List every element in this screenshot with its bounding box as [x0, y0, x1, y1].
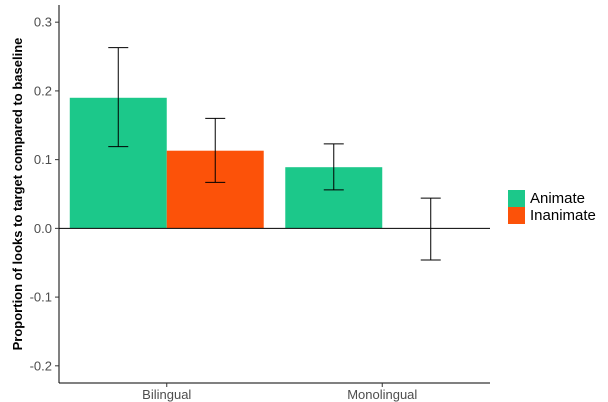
x-tick-label: Bilingual [142, 387, 191, 402]
legend-label-inanimate: Inanimate [530, 207, 596, 224]
x-ticks: Bilingual Monolingual [142, 383, 417, 402]
errorbars-layer [108, 47, 441, 261]
y-tick-label: 0.2 [34, 83, 52, 98]
y-tick-label: 0.1 [34, 152, 52, 167]
y-tick-label: -0.1 [30, 290, 52, 305]
x-tick-label: Monolingual [347, 387, 417, 402]
y-tick-label: 0.3 [34, 15, 52, 30]
legend-label-animate: Animate [530, 190, 585, 207]
legend-key-animate [508, 190, 525, 207]
y-ticks: -0.2 -0.1 0.0 0.1 0.2 0.3 [30, 15, 59, 373]
legend-key-inanimate [508, 207, 525, 224]
y-tick-label: -0.2 [30, 358, 52, 373]
y-axis-title: Proportion of looks to target compared t… [10, 38, 25, 351]
y-tick-label: 0.0 [34, 221, 52, 236]
bars-layer [69, 97, 383, 229]
